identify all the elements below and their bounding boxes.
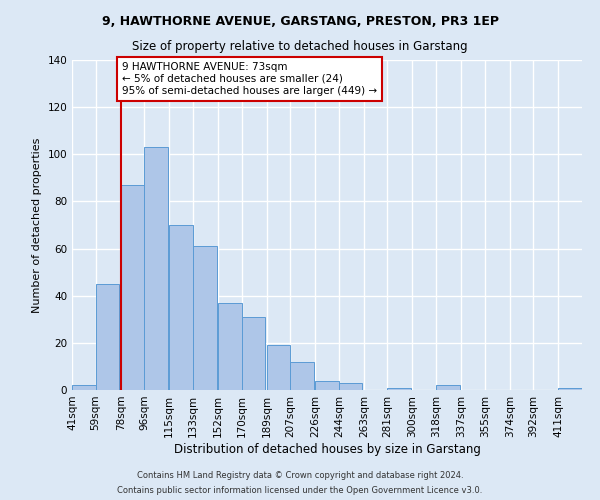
Bar [95, 284, 119, 390]
X-axis label: Distribution of detached houses by size in Garstang: Distribution of detached houses by size … [173, 442, 481, 456]
Bar [72, 386, 95, 390]
Text: 9, HAWTHORNE AVENUE, GARSTANG, PRESTON, PR3 1EP: 9, HAWTHORNE AVENUE, GARSTANG, PRESTON, … [101, 15, 499, 28]
Text: 9 HAWTHORNE AVENUE: 73sqm
← 5% of detached houses are smaller (24)
95% of semi-d: 9 HAWTHORNE AVENUE: 73sqm ← 5% of detach… [122, 62, 377, 96]
Text: Size of property relative to detached houses in Garstang: Size of property relative to detached ho… [132, 40, 468, 53]
Bar [242, 317, 265, 390]
Bar [315, 380, 339, 390]
Bar [436, 386, 460, 390]
Bar [121, 185, 144, 390]
Text: Contains HM Land Registry data © Crown copyright and database right 2024.: Contains HM Land Registry data © Crown c… [137, 471, 463, 480]
Bar [388, 388, 411, 390]
Bar [266, 345, 290, 390]
Text: Contains public sector information licensed under the Open Government Licence v3: Contains public sector information licen… [118, 486, 482, 495]
Bar [144, 147, 168, 390]
Bar [339, 383, 362, 390]
Bar [169, 225, 193, 390]
Bar [559, 388, 582, 390]
Bar [193, 246, 217, 390]
Bar [218, 303, 242, 390]
Y-axis label: Number of detached properties: Number of detached properties [32, 138, 42, 312]
Bar [290, 362, 314, 390]
